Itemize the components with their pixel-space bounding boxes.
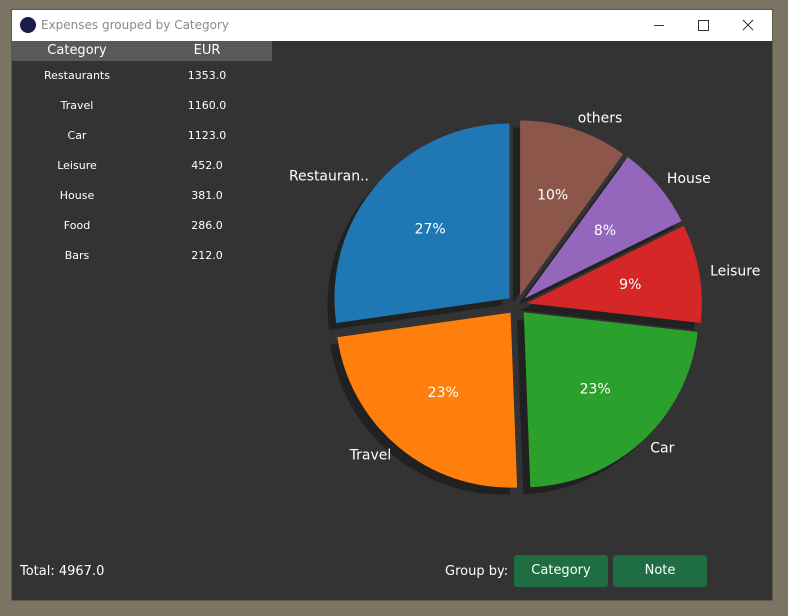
cell-category: Bars: [64, 249, 90, 262]
group-by-label: Group by:: [445, 564, 509, 579]
cell-category: House: [59, 189, 95, 202]
cell-eur: 286.0: [191, 219, 223, 232]
pie-slice[interactable]: [337, 312, 518, 488]
maximize-icon[interactable]: [692, 15, 714, 35]
table-header: Category EUR: [12, 41, 272, 61]
pie-percent-label: 9%: [619, 277, 641, 293]
cell-category: Leisure: [57, 159, 97, 172]
cell-eur: 1353.0: [187, 69, 227, 82]
pie-slices: [334, 120, 702, 488]
pie-category-label: Restauran..: [289, 168, 369, 184]
table-row[interactable]: House 381.0: [12, 181, 272, 211]
header-category[interactable]: Category: [47, 43, 107, 58]
cell-category: Restaurants: [44, 69, 110, 82]
minimize-icon[interactable]: [648, 15, 670, 35]
pie-category-label: others: [578, 111, 623, 127]
window-title: Expenses grouped by Category: [41, 18, 230, 32]
cell-eur: 1160.0: [187, 99, 227, 112]
pie-percent-label: 23%: [428, 385, 459, 401]
table-row[interactable]: Food 286.0: [12, 211, 272, 241]
table-row[interactable]: Bars 212.0: [12, 241, 272, 271]
pie-slice[interactable]: [334, 123, 510, 323]
pie-slice[interactable]: [523, 312, 698, 488]
table-row[interactable]: Car 1123.0: [12, 121, 272, 151]
pie-percent-label: 23%: [580, 381, 611, 397]
pie-percent-label: 27%: [415, 222, 446, 238]
table-row[interactable]: Leisure 452.0: [12, 151, 272, 181]
group-by-category-button[interactable]: Category: [514, 555, 608, 587]
pie-percent-label: 8%: [594, 223, 616, 239]
pie-slice[interactable]: [520, 120, 624, 296]
table-row[interactable]: Restaurants 1353.0: [12, 61, 272, 91]
title-bar: Expenses grouped by Category: [12, 10, 772, 41]
app-logo-icon: [20, 17, 36, 33]
cell-category: Car: [67, 129, 87, 142]
close-icon[interactable]: [737, 15, 759, 35]
table-row[interactable]: Travel 1160.0: [12, 91, 272, 121]
group-by-note-button[interactable]: Note: [613, 555, 707, 587]
cell-eur: 1123.0: [187, 129, 227, 142]
pie-slice[interactable]: [526, 225, 702, 323]
cell-category: Food: [63, 219, 91, 232]
cell-category: Travel: [60, 99, 94, 112]
cell-eur: 212.0: [191, 249, 223, 262]
pie-percent-label: 10%: [537, 188, 568, 204]
pie-category-label: House: [667, 171, 711, 187]
header-eur[interactable]: EUR: [193, 43, 221, 58]
cell-eur: 381.0: [191, 189, 223, 202]
cell-eur: 452.0: [191, 159, 223, 172]
pie-slice[interactable]: [524, 157, 682, 299]
pie-category-label: Travel: [349, 447, 392, 463]
app-window: Expenses grouped by Category Category EU…: [12, 10, 772, 600]
expenses-table: Category EUR Restaurants 1353.0 Travel 1…: [12, 41, 272, 271]
pie-chart: 27% Restauran.. 23% Travel 23% Car 9% Leisure 8%…: [289, 111, 760, 495]
total-label: Total: 4967.0: [20, 564, 105, 579]
pie-category-label: Car: [650, 441, 674, 457]
pie-category-label: Leisure: [710, 263, 760, 279]
